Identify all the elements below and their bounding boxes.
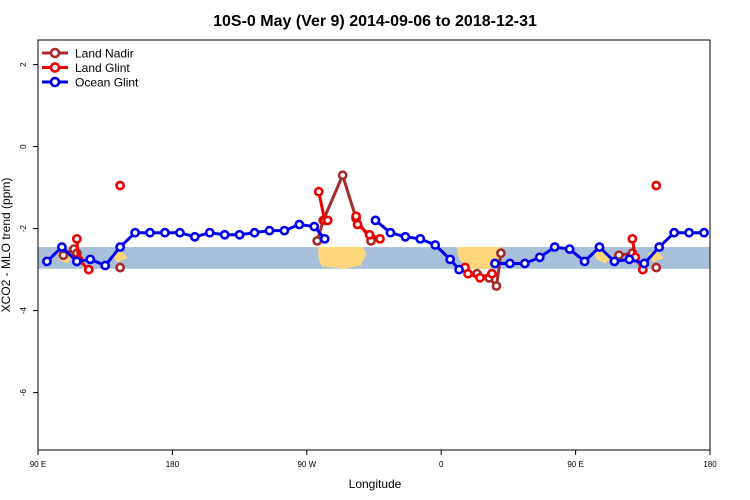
- x-tick-label-4: 90 E: [567, 460, 583, 469]
- data-point-2-2-8: [609, 256, 620, 267]
- data-point-2-2-11: [654, 242, 665, 252]
- data-point-2-0-0: [42, 256, 52, 267]
- data-point-2-1-3: [415, 233, 426, 244]
- data-point-2-0-2: [71, 256, 82, 267]
- data-point-2-0-13: [234, 229, 245, 240]
- data-point-2-1-1: [385, 227, 396, 238]
- data-point-0-3-2: [491, 281, 502, 291]
- y-tick-label-3: -4: [19, 306, 28, 314]
- data-point-2-0-16: [279, 225, 290, 236]
- data-point-2-2-0: [490, 258, 500, 269]
- data-point-2-1-0: [370, 215, 381, 226]
- data-point-2-1-4: [430, 240, 441, 250]
- data-point-1-2-0: [313, 186, 324, 197]
- data-point-2-2-6: [579, 256, 590, 267]
- legend-marker-0: [49, 47, 61, 59]
- data-point-2-2-12: [669, 227, 680, 238]
- y-tick-label-2: -2: [19, 224, 28, 232]
- data-point-2-0-9: [174, 227, 185, 238]
- data-point-0-2-0: [312, 235, 323, 246]
- data-point-1-3-3: [375, 233, 385, 244]
- axis-ticks: 90 E 180 90 W 0 90 E 180 2 0 -2 -4 -6: [19, 62, 717, 469]
- plot-frame: [37, 39, 711, 451]
- data-point-2-2-3: [534, 252, 545, 263]
- chart-title: 10S-0 May (Ver 9) 2014-09-06 to 2018-12-…: [213, 13, 537, 30]
- legend-marker-2: [49, 76, 61, 88]
- data-point-2-0-5: [115, 242, 126, 252]
- legend-marker-1: [49, 62, 61, 73]
- data-point-1-4-2: [475, 272, 485, 283]
- data-point-2-2-1: [504, 258, 515, 269]
- legend-label-0: Land Nadir: [75, 47, 134, 61]
- data-point-2-0-12: [219, 229, 230, 240]
- data-point-1-3-2: [364, 229, 375, 240]
- data-point-1-3-1: [352, 219, 363, 230]
- data-point-0-3-3: [496, 248, 506, 259]
- data-point-0-4-0: [614, 250, 624, 261]
- data-point-2-0-7: [145, 227, 155, 238]
- legend-label-1: Land Glint: [75, 61, 130, 75]
- x-tick-label-3: 0: [439, 460, 444, 469]
- data-point-2-0-17: [294, 219, 305, 230]
- data-point-1-6-0: [651, 180, 662, 191]
- data-point-2-0-4: [100, 260, 111, 271]
- data-point-2-2-10: [639, 258, 650, 269]
- data-point-2-0-19: [319, 233, 330, 244]
- y-axis-label: XCO2 - MLO trend (ppm): [0, 178, 13, 313]
- ocean-band: [38, 247, 710, 269]
- data-point-1-1-0: [115, 180, 126, 191]
- series-layer: [42, 170, 709, 291]
- data-point-1-3-0: [351, 211, 361, 222]
- land-south-america: [318, 247, 367, 269]
- data-point-1-5-0: [627, 233, 638, 244]
- data-point-1-0-0: [71, 233, 82, 244]
- land-africa: [456, 247, 501, 269]
- x-axis-label: Longitude: [349, 477, 402, 491]
- x-tick-label-2: 90 W: [297, 460, 316, 469]
- data-point-2-0-18: [309, 221, 320, 232]
- data-point-0-5-0: [651, 262, 662, 273]
- data-point-2-0-10: [189, 231, 200, 242]
- x-tick-label-1: 180: [166, 460, 180, 469]
- data-point-2-0-3: [85, 254, 96, 265]
- data-point-2-0-14: [249, 227, 260, 238]
- data-point-2-1-5: [445, 254, 456, 265]
- data-point-2-0-1: [56, 242, 67, 252]
- data-point-1-2-2: [322, 215, 333, 226]
- y-tick-label-4: -6: [19, 388, 28, 396]
- data-point-2-1-6: [454, 264, 465, 275]
- data-point-2-0-15: [264, 225, 275, 236]
- x-tick-label-5: 180: [703, 460, 717, 469]
- y-tick-label-1: 0: [19, 144, 28, 149]
- data-point-2-0-11: [204, 227, 215, 238]
- data-point-2-2-14: [699, 227, 709, 238]
- data-point-0-2-2: [337, 170, 348, 181]
- legend-label-2: Ocean Glint: [75, 76, 139, 90]
- data-point-2-2-9: [624, 254, 635, 265]
- data-point-2-1-2: [400, 231, 411, 242]
- data-point-1-4-1: [463, 268, 473, 279]
- data-point-2-0-6: [130, 227, 140, 238]
- data-point-2-2-2: [519, 258, 530, 269]
- data-point-2-2-7: [594, 242, 605, 252]
- data-point-2-2-5: [564, 244, 575, 254]
- x-tick-label-0: 90 E: [30, 460, 46, 469]
- data-point-1-4-3: [487, 268, 497, 279]
- data-point-2-2-4: [549, 242, 560, 252]
- y-tick-label-0: 2: [19, 62, 28, 67]
- data-point-0-1-0: [115, 262, 126, 273]
- data-point-2-2-13: [684, 227, 694, 238]
- data-point-1-0-2: [83, 264, 94, 275]
- data-point-2-0-8: [160, 227, 170, 238]
